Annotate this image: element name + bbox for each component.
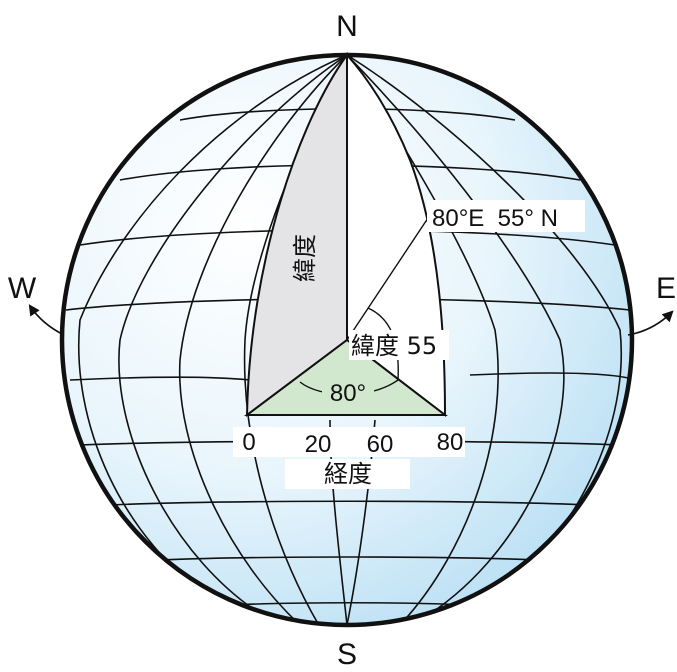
cutaway-sector	[346, 52, 447, 418]
east-label: E	[656, 272, 676, 305]
tick-20: 20	[305, 431, 332, 458]
tick-0: 0	[242, 429, 255, 456]
latitude-angle-label-bg	[349, 330, 449, 360]
west-arrow	[28, 304, 65, 336]
latitude-vertical-label: 緯度	[291, 234, 319, 282]
latitude-angle-label: 緯度 55	[351, 332, 437, 360]
east-arrow	[627, 310, 674, 336]
west-label: W	[8, 272, 37, 305]
ticks-bg	[233, 427, 465, 457]
tick-80: 80	[437, 429, 464, 456]
tick-60: 60	[367, 431, 394, 458]
latitude-wedge	[245, 51, 348, 418]
longitude-label-bg	[285, 459, 410, 489]
coordinate-label-bg	[427, 200, 585, 232]
meridian-lines	[78, 55, 622, 625]
radius-to-point	[346, 214, 431, 341]
coordinate-label: 80°E 55° N	[432, 205, 558, 232]
north-label: N	[336, 10, 358, 43]
longitude-angle-label: 80°	[330, 380, 366, 407]
globe-outline	[59, 52, 635, 628]
longitude-angle-label-bg	[322, 378, 374, 406]
longitude-label: 経度	[324, 460, 372, 488]
south-label: S	[337, 638, 357, 671]
